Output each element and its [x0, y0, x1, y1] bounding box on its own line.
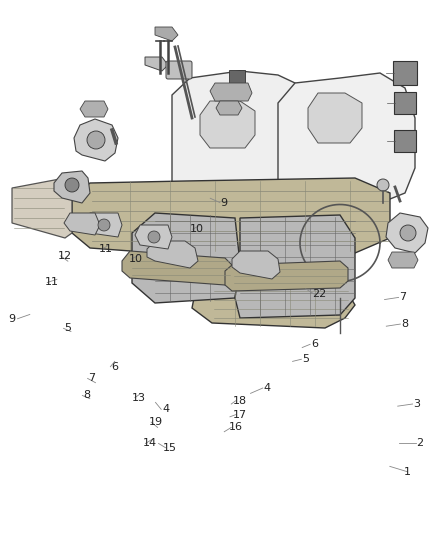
- Text: 5: 5: [64, 324, 71, 333]
- FancyBboxPatch shape: [394, 92, 416, 114]
- Polygon shape: [12, 178, 72, 238]
- Polygon shape: [192, 281, 355, 328]
- Text: 2: 2: [416, 439, 423, 448]
- Text: 5: 5: [302, 354, 309, 364]
- Polygon shape: [54, 171, 90, 203]
- FancyBboxPatch shape: [166, 61, 192, 79]
- Polygon shape: [80, 101, 108, 117]
- Circle shape: [377, 179, 389, 191]
- Polygon shape: [172, 71, 295, 211]
- Polygon shape: [145, 57, 168, 71]
- Polygon shape: [85, 213, 122, 237]
- Polygon shape: [225, 261, 348, 291]
- Text: 3: 3: [413, 399, 420, 409]
- Polygon shape: [308, 93, 362, 143]
- Polygon shape: [235, 215, 355, 318]
- Text: 15: 15: [163, 443, 177, 453]
- Text: 19: 19: [148, 417, 162, 427]
- Text: 18: 18: [233, 396, 247, 406]
- Circle shape: [148, 231, 160, 243]
- Text: 17: 17: [233, 410, 247, 419]
- Text: 9: 9: [221, 198, 228, 207]
- Polygon shape: [64, 213, 100, 235]
- Polygon shape: [216, 101, 242, 115]
- Circle shape: [98, 219, 110, 231]
- Polygon shape: [210, 83, 252, 101]
- Text: 6: 6: [112, 362, 119, 372]
- Polygon shape: [278, 73, 415, 205]
- Text: 1: 1: [404, 467, 411, 477]
- Text: 16: 16: [229, 423, 243, 432]
- Circle shape: [400, 225, 416, 241]
- Text: 6: 6: [311, 340, 318, 349]
- Circle shape: [65, 178, 79, 192]
- Text: 9: 9: [9, 314, 16, 324]
- Text: 13: 13: [132, 393, 146, 402]
- Polygon shape: [74, 119, 118, 161]
- Polygon shape: [200, 101, 255, 148]
- Text: 14: 14: [143, 439, 157, 448]
- Polygon shape: [232, 251, 280, 279]
- Circle shape: [87, 131, 105, 149]
- Text: 4: 4: [264, 383, 271, 393]
- Text: 11: 11: [99, 245, 113, 254]
- Polygon shape: [122, 251, 232, 285]
- Polygon shape: [72, 178, 390, 255]
- Text: 10: 10: [129, 254, 143, 264]
- Text: 7: 7: [399, 293, 406, 302]
- Text: 8: 8: [83, 391, 90, 400]
- Text: 8: 8: [401, 319, 408, 329]
- Polygon shape: [135, 225, 172, 249]
- Text: 10: 10: [190, 224, 204, 234]
- Text: 12: 12: [58, 251, 72, 261]
- FancyBboxPatch shape: [229, 70, 245, 84]
- FancyBboxPatch shape: [393, 61, 417, 85]
- Text: 22: 22: [312, 289, 326, 299]
- Text: 4: 4: [162, 405, 169, 414]
- Polygon shape: [388, 252, 418, 268]
- Text: 7: 7: [88, 374, 95, 383]
- Polygon shape: [155, 27, 178, 41]
- Polygon shape: [147, 241, 198, 268]
- Polygon shape: [386, 213, 428, 253]
- Text: 11: 11: [45, 278, 59, 287]
- FancyBboxPatch shape: [394, 130, 416, 152]
- Polygon shape: [132, 213, 240, 303]
